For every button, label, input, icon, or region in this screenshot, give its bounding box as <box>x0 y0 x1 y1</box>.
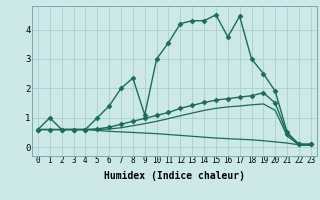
X-axis label: Humidex (Indice chaleur): Humidex (Indice chaleur) <box>104 171 245 181</box>
